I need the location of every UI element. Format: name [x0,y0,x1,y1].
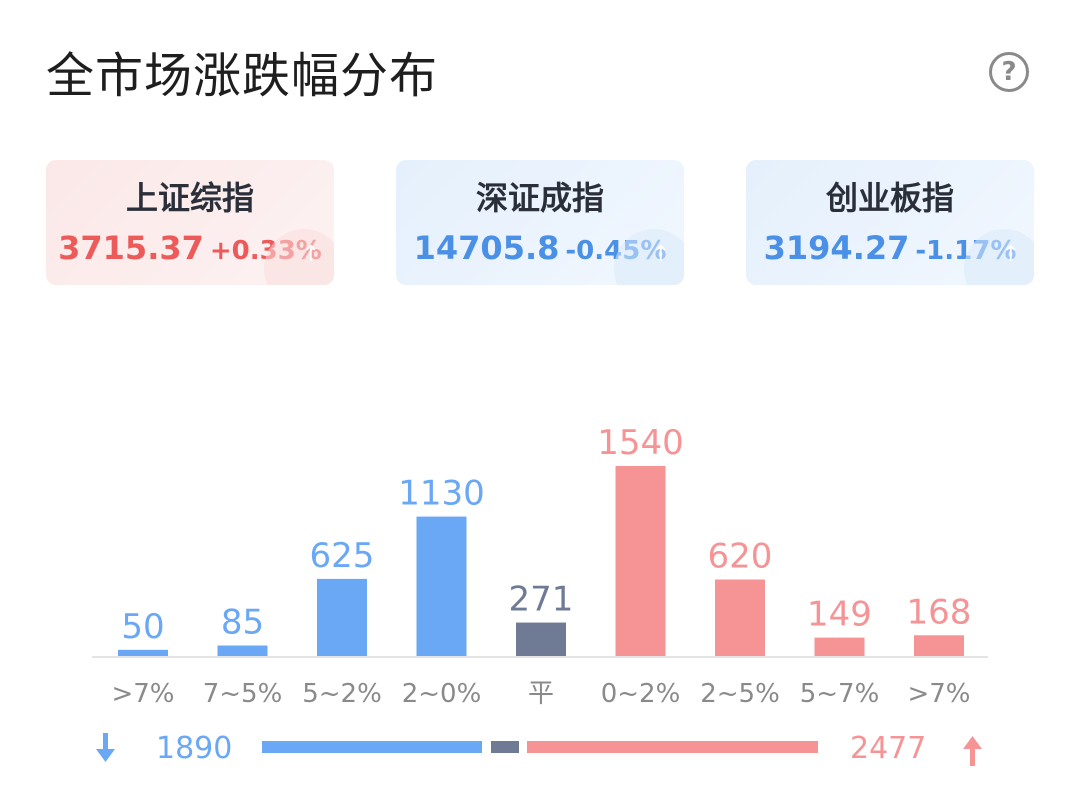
arrow-down-icon [96,733,115,762]
index-value: 14705.8 [413,229,560,267]
bar-value-label: 1130 [398,474,485,514]
bar-2 [317,578,367,656]
bar-value-label: 149 [807,595,872,635]
down-count: 1890 [156,731,233,766]
x-tick-label: >7% [111,679,174,709]
bar-5 [615,466,666,656]
bar-value-label: 625 [310,536,375,576]
index-card-chinext[interactable]: ↑ 创业板指 3194.27 -1.17% [746,160,1034,285]
x-tick-label: 2~0% [402,679,482,709]
index-name: 上证综指 [125,179,254,217]
index-card-shanghai[interactable]: ↑ 上证综指 3715.37 +0.33% [46,160,334,285]
x-tick-label: 7~5% [203,679,283,709]
x-tick-label: 5~7% [800,679,880,709]
bar-8 [914,635,964,656]
bar-6 [715,579,765,656]
trend-arrow-icon: ↑ [1001,242,1020,267]
bar-7 [814,637,865,656]
bar-value-label: 50 [121,607,164,647]
help-icon[interactable]: ? [989,52,1029,92]
index-name: 创业板指 [825,179,954,217]
bar-1 [217,645,268,656]
x-tick-label: >7% [907,679,970,709]
up-ratio-bar [527,741,818,753]
bar-value-label: 168 [907,592,972,632]
arrow-up-icon [963,736,982,766]
bar-value-label: 1540 [597,423,684,463]
index-value: 3715.37 [58,229,204,267]
trend-arrow-icon: ↑ [301,242,320,267]
bar-4 [516,622,566,656]
bar-value-label: 271 [509,580,574,620]
trend-arrow-icon: ↑ [651,242,670,267]
distribution-chart: 50 >7% 85 7~5% 625 5~2% 1130 2~0% 271 平 1540 0~2% 62… [92,423,988,709]
up-count: 2477 [850,731,927,766]
up-down-summary: 1890 2477 [0,725,1080,775]
bar-3 [416,516,467,656]
index-value: 3194.27 [763,229,910,267]
x-tick-label: 平 [528,679,554,709]
x-tick-label: 0~2% [601,679,681,709]
down-ratio-bar [262,741,482,753]
x-tick-label: 5~2% [302,679,382,709]
bar-value-label: 620 [708,537,773,577]
x-tick-label: 2~5% [700,679,780,709]
page-title: 全市场涨跌幅分布 [46,48,439,104]
flat-ratio-bar [491,741,519,753]
index-card-shenzhen[interactable]: ↑ 深证成指 14705.8 -0.45% [396,160,684,285]
index-name: 深证成指 [475,179,604,217]
bar-0 [118,649,168,656]
bar-value-label: 85 [221,603,264,643]
